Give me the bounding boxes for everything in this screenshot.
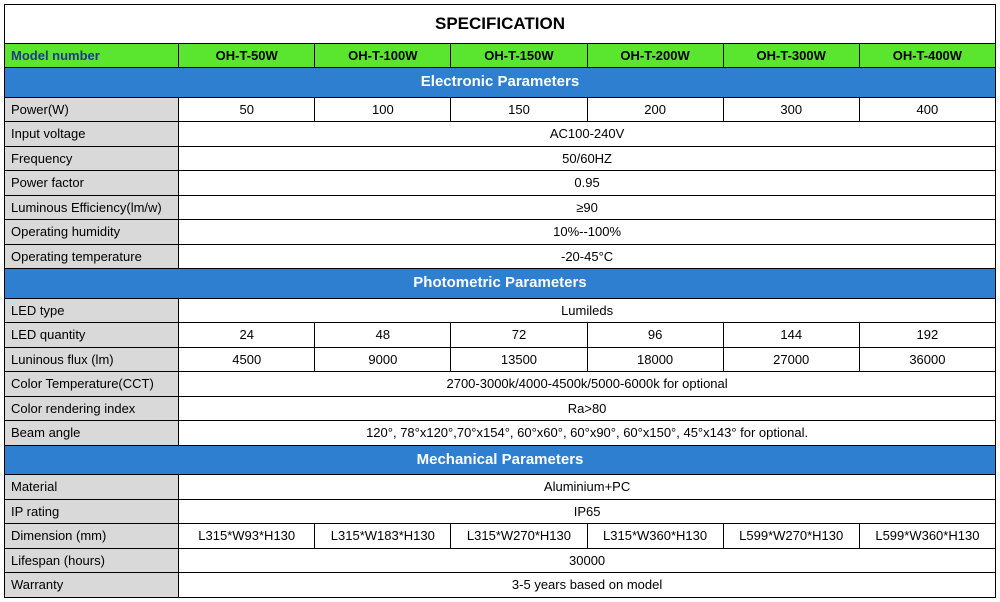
row-value: 9000 <box>315 347 451 372</box>
row-value-span: AC100-240V <box>179 122 996 147</box>
row-value: 100 <box>315 97 451 122</box>
row-label: Operating temperature <box>5 244 179 269</box>
row-value: L315*W270*H130 <box>451 524 587 549</box>
row-label: Luminous Efficiency(lm/w) <box>5 195 179 220</box>
row-value-span: 120°, 78°x120°,70°x154°, 60°x60°, 60°x90… <box>179 421 996 446</box>
model-column: OH-T-100W <box>315 43 451 68</box>
row-label: IP rating <box>5 499 179 524</box>
row-label: Frequency <box>5 146 179 171</box>
row-label: Lifespan (hours) <box>5 548 179 573</box>
row-label: LED type <box>5 298 179 323</box>
row-label: Power factor <box>5 171 179 196</box>
model-column: OH-T-400W <box>859 43 995 68</box>
row-value: 192 <box>859 323 995 348</box>
table-title: SPECIFICATION <box>5 5 996 44</box>
model-column: OH-T-200W <box>587 43 723 68</box>
row-value-span: IP65 <box>179 499 996 524</box>
model-column: OH-T-150W <box>451 43 587 68</box>
row-value-span: 10%--100% <box>179 220 996 245</box>
row-value: 200 <box>587 97 723 122</box>
row-label: Input voltage <box>5 122 179 147</box>
row-value: L599*W270*H130 <box>723 524 859 549</box>
row-value: 300 <box>723 97 859 122</box>
row-value: 96 <box>587 323 723 348</box>
row-value: 27000 <box>723 347 859 372</box>
row-value-span: 0.95 <box>179 171 996 196</box>
model-column: OH-T-300W <box>723 43 859 68</box>
model-number-label: Model number <box>5 43 179 68</box>
spec-table: SPECIFICATIONModel numberOH-T-50WOH-T-10… <box>4 4 996 598</box>
row-value-span: ≥90 <box>179 195 996 220</box>
model-column: OH-T-50W <box>179 43 315 68</box>
row-value: 24 <box>179 323 315 348</box>
row-value: L315*W93*H130 <box>179 524 315 549</box>
row-value: L315*W360*H130 <box>587 524 723 549</box>
row-label: LED quantity <box>5 323 179 348</box>
row-value: 150 <box>451 97 587 122</box>
section-header: Electronic Parameters <box>5 68 996 98</box>
row-value-span: 50/60HZ <box>179 146 996 171</box>
row-label: Luninous flux (lm) <box>5 347 179 372</box>
row-label: Beam angle <box>5 421 179 446</box>
section-header: Mechanical Parameters <box>5 445 996 475</box>
row-value: 50 <box>179 97 315 122</box>
row-label: Material <box>5 475 179 500</box>
row-value: L315*W183*H130 <box>315 524 451 549</box>
row-value: 36000 <box>859 347 995 372</box>
row-label: Color Temperature(CCT) <box>5 372 179 397</box>
row-value: 72 <box>451 323 587 348</box>
row-value-span: 2700-3000k/4000-4500k/5000-6000k for opt… <box>179 372 996 397</box>
row-label: Dimension (mm) <box>5 524 179 549</box>
row-value: 48 <box>315 323 451 348</box>
row-label: Warranty <box>5 573 179 598</box>
row-label: Power(W) <box>5 97 179 122</box>
row-value-span: Aluminium+PC <box>179 475 996 500</box>
row-value-span: -20-45°C <box>179 244 996 269</box>
section-header: Photometric Parameters <box>5 269 996 299</box>
row-label: Operating humidity <box>5 220 179 245</box>
row-value: L599*W360*H130 <box>859 524 995 549</box>
row-value: 4500 <box>179 347 315 372</box>
row-label: Color rendering index <box>5 396 179 421</box>
row-value-span: Lumileds <box>179 298 996 323</box>
row-value: 18000 <box>587 347 723 372</box>
row-value-span: 3-5 years based on model <box>179 573 996 598</box>
row-value: 13500 <box>451 347 587 372</box>
row-value-span: 30000 <box>179 548 996 573</box>
row-value-span: Ra>80 <box>179 396 996 421</box>
row-value: 144 <box>723 323 859 348</box>
row-value: 400 <box>859 97 995 122</box>
